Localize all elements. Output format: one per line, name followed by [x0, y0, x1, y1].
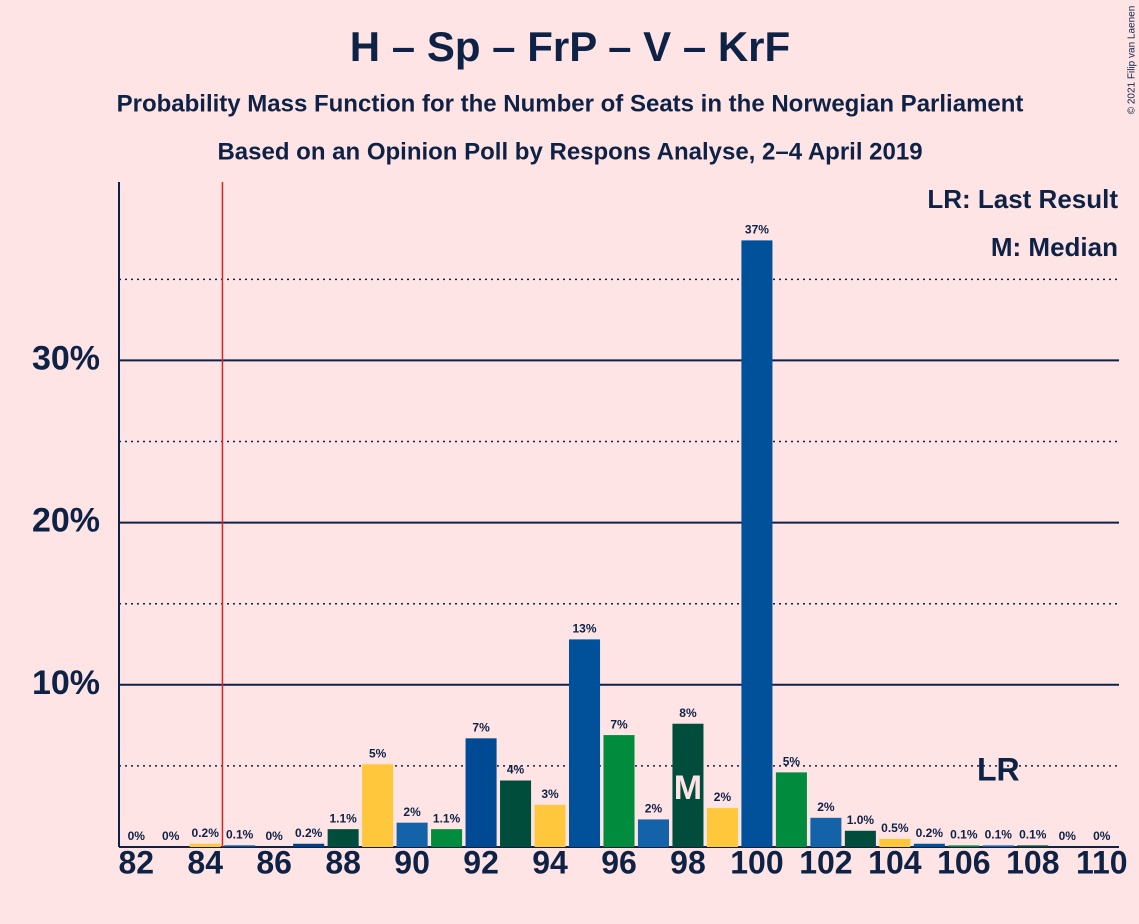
value-label: 0.1% [950, 828, 978, 842]
bar [879, 838, 911, 847]
x-tick-label: 108 [1006, 844, 1059, 880]
bar [844, 830, 876, 847]
value-label: 0.5% [881, 821, 909, 835]
x-tick-label: 104 [868, 844, 922, 880]
x-tick-label: 106 [937, 844, 990, 880]
legend-entry: M: Median [991, 232, 1118, 262]
legend-entry: LR: Last Result [927, 184, 1118, 214]
bar [465, 738, 497, 847]
value-label: 13% [573, 622, 597, 636]
bar [224, 845, 256, 847]
bar [500, 780, 532, 847]
bar [396, 822, 428, 847]
bar [913, 843, 945, 847]
x-tick-label: 90 [394, 844, 430, 880]
x-tick-label: 102 [799, 844, 852, 880]
value-label: 2% [817, 800, 835, 814]
y-tick-label: 10% [32, 664, 100, 702]
bar [569, 639, 601, 847]
value-label: 0.1% [226, 828, 254, 842]
bar [534, 804, 566, 847]
x-tick-label: 92 [463, 844, 499, 880]
value-label: 0.2% [916, 826, 944, 840]
bar [672, 723, 704, 847]
value-label: 4% [507, 763, 525, 777]
value-label: 5% [369, 746, 387, 760]
copyright: © 2021 Filip van Laenen [1127, 6, 1138, 115]
bar [706, 808, 738, 847]
bar [1017, 845, 1049, 847]
value-label: 2% [645, 802, 663, 816]
value-label: 37% [745, 223, 769, 237]
value-label: 0.1% [1019, 828, 1047, 842]
x-tick-label: 110 [1076, 844, 1128, 880]
bar [810, 817, 842, 847]
median-marker: M [674, 769, 702, 807]
bar [603, 735, 635, 847]
x-tick-label: 86 [256, 844, 292, 880]
value-label: 0% [162, 829, 180, 843]
value-label: 7% [472, 721, 490, 735]
x-tick-label: 84 [187, 844, 223, 880]
bar [431, 829, 463, 847]
bar [637, 819, 669, 847]
bar [948, 845, 980, 847]
value-label: 0.2% [295, 826, 323, 840]
bar [741, 240, 773, 847]
bar [362, 764, 394, 847]
value-label: 7% [610, 717, 628, 731]
bar [982, 845, 1014, 847]
y-tick-label: 30% [32, 339, 100, 377]
value-label: 0.1% [985, 828, 1013, 842]
bar [293, 843, 325, 847]
value-label: 3% [541, 787, 559, 801]
value-label: 5% [783, 755, 801, 769]
value-label: 1.1% [329, 811, 357, 825]
value-label: 0% [1093, 829, 1111, 843]
x-tick-label: 96 [601, 844, 637, 880]
value-label: 2% [403, 805, 421, 819]
value-label: 8% [679, 706, 697, 720]
value-label: 0% [266, 829, 284, 843]
y-tick-label: 20% [32, 502, 100, 540]
chart-subtitle: Probability Mass Function for the Number… [117, 90, 1024, 117]
value-label: 1.1% [433, 811, 461, 825]
x-tick-label: 94 [532, 844, 568, 880]
x-tick-label: 98 [670, 844, 706, 880]
value-label: 0% [128, 829, 146, 843]
bar [775, 772, 807, 847]
value-label: 0% [1059, 829, 1077, 843]
chart-subtitle: Based on an Opinion Poll by Respons Anal… [217, 138, 922, 165]
chart-title: H – Sp – FrP – V – KrF [350, 23, 790, 70]
x-tick-label: 100 [730, 844, 783, 880]
bar [189, 843, 221, 847]
x-tick-label: 88 [325, 844, 361, 880]
last-result-marker: LR [977, 751, 1020, 787]
value-label: 0.2% [192, 826, 220, 840]
value-label: 1.0% [847, 813, 875, 827]
value-label: 2% [714, 790, 732, 804]
bar [327, 829, 359, 847]
x-tick-label: 82 [118, 844, 154, 880]
